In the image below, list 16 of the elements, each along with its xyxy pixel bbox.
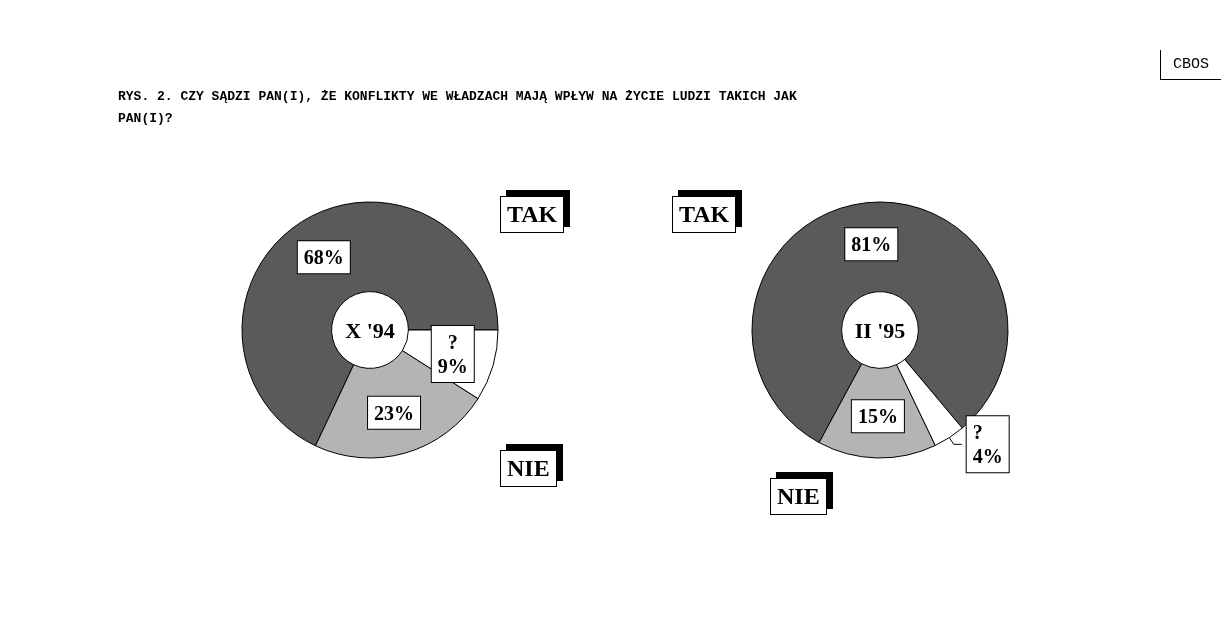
slice-label: NIE	[770, 478, 827, 515]
slice-label: TAK	[672, 196, 737, 233]
text: X '94	[345, 317, 395, 343]
data-label: 15%	[857, 405, 898, 428]
text: RYS. 2. CZY SĄDZI PAN(I), ŻE KONFLIKTY WE WŁADZACH MAJĄ WPŁYW NA ŻYCIE LUDZI TAKICH JAK PAN(I)?	[118, 88, 798, 128]
slice-label: ?	[972, 421, 983, 444]
data-label: 81%	[851, 233, 892, 256]
text: II '95	[854, 317, 906, 343]
data-label: 4%	[972, 445, 1003, 468]
data-label: 68%	[303, 246, 344, 269]
data-label: 23%	[374, 401, 415, 424]
data-label: 9%	[437, 355, 468, 378]
slice-label: TAK	[500, 196, 565, 233]
slice-label: ?	[447, 331, 458, 354]
slice-label: NIE	[500, 450, 557, 487]
text: CBOS	[1159, 50, 1221, 80]
